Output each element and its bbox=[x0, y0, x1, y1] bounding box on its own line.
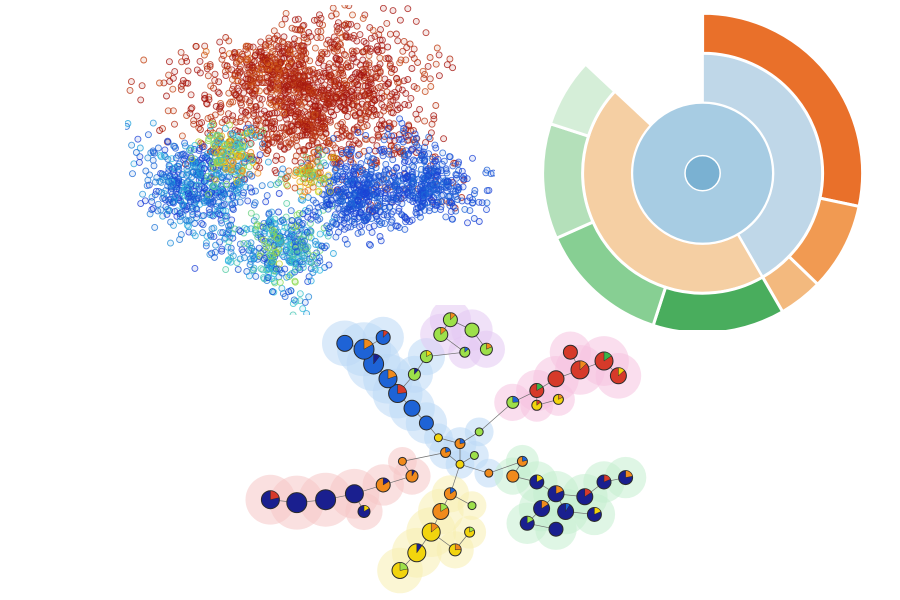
scatter-points bbox=[125, 5, 495, 315]
network-node bbox=[465, 323, 479, 337]
network-node bbox=[548, 371, 564, 387]
network-node bbox=[419, 416, 433, 430]
network-node bbox=[398, 457, 406, 465]
network-node bbox=[337, 335, 353, 351]
network-node bbox=[549, 522, 563, 536]
network-node bbox=[316, 490, 336, 510]
network-node bbox=[563, 345, 577, 359]
network-node bbox=[475, 428, 483, 436]
network-node bbox=[456, 460, 464, 468]
network-node bbox=[434, 434, 442, 442]
network-node bbox=[468, 502, 476, 510]
network-node bbox=[345, 485, 363, 503]
network-node bbox=[404, 400, 420, 416]
network-node bbox=[485, 469, 493, 477]
network-node bbox=[470, 451, 478, 459]
sunburst-chart bbox=[505, 10, 885, 330]
network-node bbox=[287, 493, 307, 513]
sunburst-segment bbox=[685, 156, 720, 191]
network-node bbox=[507, 470, 519, 482]
embedding-scatter bbox=[125, 5, 495, 315]
trajectory-network bbox=[220, 305, 700, 600]
